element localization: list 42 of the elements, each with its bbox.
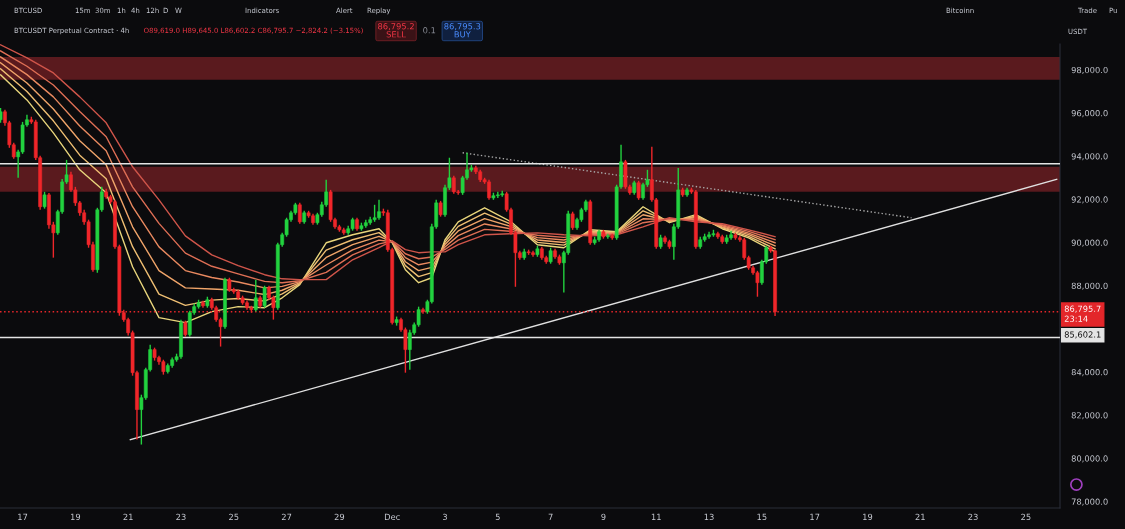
x-tick-label: 17 [18,513,28,520]
y-tick-label: 78,000.0 [1071,498,1108,506]
candlestick [297,202,302,225]
x-tick-label: 9 [601,513,606,521]
x-tick-label: 17 [810,513,820,520]
candlestick [570,210,575,231]
y-tick-label: 80,000.0 [1071,455,1108,463]
x-tick-label: 21 [915,513,925,520]
y-tick-label: 96,000.0 [1071,110,1108,118]
y-tick-label: 88,000.0 [1071,282,1108,290]
x-tick-label: 19 [70,513,81,521]
candlestick [755,270,760,298]
text: 0.1 [423,27,436,34]
text: 86,795.2 SELL [378,23,414,38]
candlestick [636,180,641,201]
x-tick-label: 29 [334,513,345,521]
candlestick [253,278,258,313]
x-tick-label: 13 [704,513,714,521]
x-tick-label: Dec [384,513,400,521]
y-tick-label: 98,000.0 [1071,66,1108,75]
x-tick-label: 5 [495,513,500,521]
x-tick-label: 25 [1021,513,1031,521]
y-tick-label: 92,000.0 [1071,196,1108,204]
candlestick [262,285,267,309]
x-tick-label: 23 [968,513,978,521]
x-tick-label: 15 [757,513,767,521]
candlestick [495,191,500,199]
y-tick-label: 84,000.0 [1071,369,1108,377]
ref-line-label: 86,795.7 23:14 [1064,305,1101,322]
x-tick-label: 23 [176,513,186,521]
x-tick-label: 19 [863,513,873,521]
x-tick-label: 21 [123,513,133,520]
x-tick-label: 3 [443,513,447,521]
y-tick-label: 82,000.0 [1071,412,1108,420]
ref-line-label: 85,602.1 [1064,331,1101,339]
x-tick-label: 7 [548,513,553,520]
y-tick-label: 90,000.0 [1071,239,1108,247]
y-tick-label: 94,000.0 [1071,153,1108,161]
text: 86,795.3 BUY [444,23,481,38]
x-tick-label: 25 [229,513,239,521]
x-tick-label: 11 [651,513,661,520]
x-tick-label: 27 [281,513,292,520]
